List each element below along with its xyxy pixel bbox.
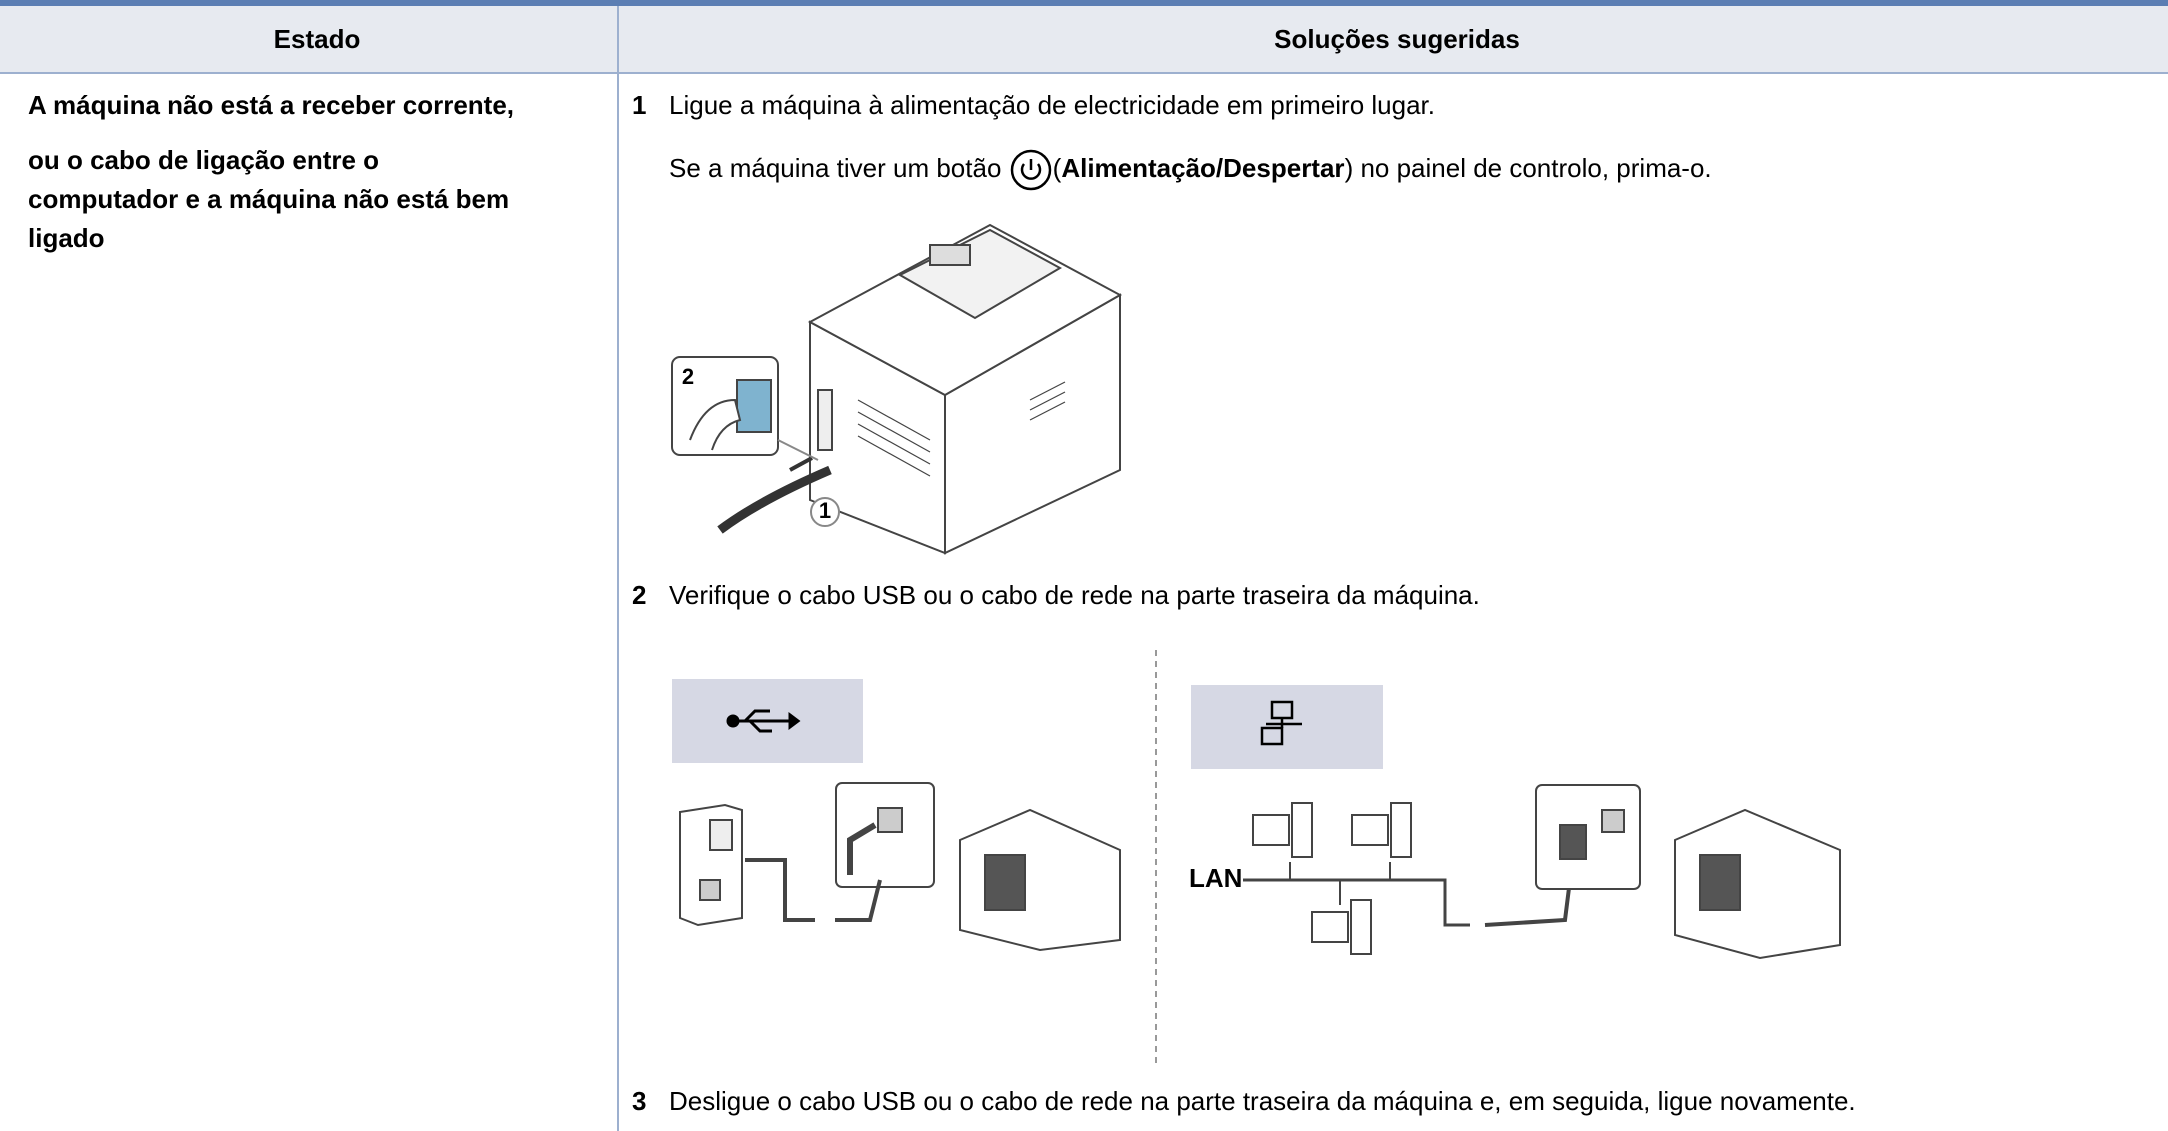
callout-label: 2 xyxy=(682,364,694,389)
step-number: 2 xyxy=(632,580,647,610)
status-text: ou o cabo de ligação entre o xyxy=(28,145,380,175)
status-text: A máquina não está a receber corrente, xyxy=(28,90,515,120)
callout-label: 1 xyxy=(819,498,831,523)
top-rule xyxy=(0,0,2168,6)
step-text: Desligue o cabo USB ou o cabo de rede na… xyxy=(669,1086,1856,1116)
power-icon xyxy=(1010,149,1051,191)
step-text: Ligue a máquina à alimentação de electri… xyxy=(669,90,1435,120)
network-label-box xyxy=(1191,685,1383,769)
note-bold: Alimentação/Despertar xyxy=(1061,152,1345,183)
usb-icon xyxy=(726,709,801,733)
header-background xyxy=(0,6,2168,73)
step-note: Se a máquina tiver um botão (Alimentação… xyxy=(669,148,1712,192)
printer-illustration xyxy=(671,223,1123,555)
network-icon xyxy=(1260,700,1302,746)
lan-label: LAN xyxy=(1189,863,1242,893)
network-illustration xyxy=(1243,784,1841,960)
status-text: ligado xyxy=(28,223,105,253)
note-text: ( xyxy=(1052,152,1062,183)
step-number: 3 xyxy=(632,1086,647,1116)
status-text: computador e a máquina não está bem xyxy=(28,184,510,214)
note-text: Se a máquina tiver um botão xyxy=(669,152,1002,183)
step-number: 1 xyxy=(632,90,647,120)
column-header: Soluções sugeridas xyxy=(1274,24,1520,54)
note-text: ) no painel de controlo, prima-o. xyxy=(1344,152,1712,183)
usb-illustration xyxy=(679,782,1121,952)
column-header: Estado xyxy=(273,24,361,54)
step-text: Verifique o cabo USB ou o cabo de rede n… xyxy=(669,580,1480,610)
